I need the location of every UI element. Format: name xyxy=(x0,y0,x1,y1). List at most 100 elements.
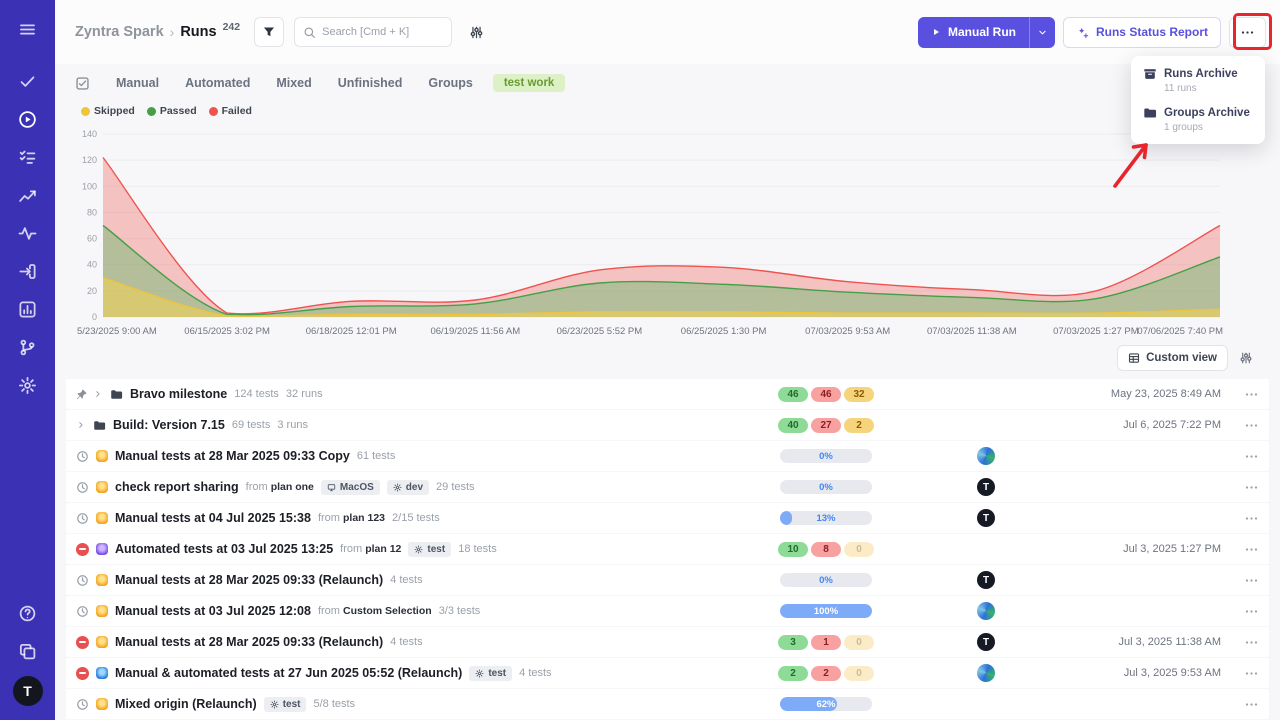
run-row[interactable]: Manual tests at 04 Jul 2025 15:38 from pl… xyxy=(66,503,1269,533)
tab-groups[interactable]: Groups xyxy=(428,76,473,90)
user-avatar[interactable]: T xyxy=(977,633,995,651)
row-menu-button[interactable] xyxy=(1229,418,1259,433)
top-bar: Zyntra Spark › Runs 242 Manual Run xyxy=(55,0,1280,64)
help-icon[interactable] xyxy=(10,596,46,630)
row-avatar-cell xyxy=(911,664,1061,682)
tab-manual[interactable]: Manual xyxy=(116,76,160,90)
row-title[interactable]: check report sharing xyxy=(115,480,239,494)
search-input[interactable] xyxy=(322,26,444,38)
expand-chevron-icon[interactable] xyxy=(76,420,86,430)
sign-in-icon[interactable] xyxy=(10,254,46,288)
tests-count: 5/8 tests xyxy=(313,698,356,710)
menu-item-groups-archive[interactable]: Groups Archive 1 groups xyxy=(1143,106,1253,133)
row-avatar-cell: T xyxy=(911,571,1061,589)
row-result: 0% xyxy=(741,449,911,463)
menu-item-runs-archive[interactable]: Runs Archive 11 runs xyxy=(1143,67,1253,94)
row-title[interactable]: Automated tests at 03 Jul 2025 13:25 xyxy=(115,542,334,556)
play-icon xyxy=(931,27,941,37)
row-menu-button[interactable] xyxy=(1229,542,1259,557)
list-check-icon[interactable] xyxy=(10,140,46,174)
breadcrumb: Zyntra Spark › Runs 242 xyxy=(75,21,240,40)
view-toolbar: Custom view xyxy=(55,340,1280,379)
row-title[interactable]: Bravo milestone xyxy=(130,387,228,401)
run-row[interactable]: check report sharing from plan one MacOS de… xyxy=(66,472,1269,502)
search-box[interactable] xyxy=(294,17,453,47)
play-circle-icon[interactable] xyxy=(10,102,46,136)
run-row[interactable]: Manual tests at 28 Mar 2025 09:33 (Relau… xyxy=(66,565,1269,595)
runs-status-report-button[interactable]: Runs Status Report xyxy=(1062,16,1221,48)
scheduled-status-icon xyxy=(76,605,89,618)
view-settings-button[interactable] xyxy=(1234,346,1258,370)
svg-text:06/15/2025 3:02 PM: 06/15/2025 3:02 PM xyxy=(184,326,270,337)
row-menu-button[interactable] xyxy=(1229,604,1259,619)
breadcrumb-separator: › xyxy=(169,24,175,40)
chart-icon[interactable] xyxy=(10,292,46,326)
tests-count: 2/15 tests xyxy=(392,512,440,524)
row-title[interactable]: Manual tests at 28 Mar 2025 09:33 (Relau… xyxy=(115,573,384,587)
row-menu-button[interactable] xyxy=(1229,449,1259,464)
user-avatar[interactable]: T xyxy=(977,571,995,589)
row-menu-button[interactable] xyxy=(1229,697,1259,712)
tab-automated[interactable]: Automated xyxy=(185,76,251,90)
scheduled-status-icon xyxy=(76,698,89,711)
user-avatar[interactable]: T xyxy=(977,509,995,527)
row-menu-button[interactable] xyxy=(1229,480,1259,495)
header-actions: Manual Run Runs Status Report xyxy=(917,16,1266,48)
tests-count: 18 tests xyxy=(458,543,497,555)
tag-filter-pill[interactable]: test work xyxy=(492,74,566,92)
trend-icon[interactable] xyxy=(10,178,46,212)
row-title[interactable]: Manual tests at 03 Jul 2025 12:08 xyxy=(115,604,311,618)
run-row[interactable]: Manual & automated tests at 27 Jun 2025 … xyxy=(66,658,1269,688)
breadcrumb-project[interactable]: Zyntra Spark xyxy=(75,24,164,40)
row-menu-button[interactable] xyxy=(1229,635,1259,650)
row-title[interactable]: Build: Version 7.15 xyxy=(113,418,225,432)
row-title[interactable]: Manual tests at 28 Mar 2025 09:33 Copy xyxy=(115,449,350,463)
custom-view-button[interactable]: Custom view xyxy=(1117,345,1228,371)
row-main: Bravo milestone 124 tests 32 runs xyxy=(76,387,741,401)
globe-avatar[interactable] xyxy=(977,602,995,620)
pulse-icon[interactable] xyxy=(10,216,46,250)
manual-origin-icon xyxy=(96,698,108,710)
check-icon[interactable] xyxy=(10,64,46,98)
tab-mixed[interactable]: Mixed xyxy=(276,76,312,90)
filter-button[interactable] xyxy=(254,17,285,47)
copy-icon[interactable] xyxy=(10,634,46,668)
group-row[interactable]: Bravo milestone 124 tests 32 runs 46 46 32 May… xyxy=(66,379,1269,409)
skipped-count-badge: 2 xyxy=(844,417,874,433)
globe-avatar[interactable] xyxy=(977,664,995,682)
run-row[interactable]: Manual tests at 28 Mar 2025 09:33 Copy 61… xyxy=(66,441,1269,471)
app-logo[interactable]: T xyxy=(12,676,43,706)
run-row[interactable]: Manual tests at 03 Jul 2025 12:08 from Cu… xyxy=(66,596,1269,626)
row-title[interactable]: Manual & automated tests at 27 Jun 2025 … xyxy=(115,666,463,680)
failed-count-badge: 1 xyxy=(811,634,841,650)
row-title[interactable]: Manual tests at 28 Mar 2025 09:33 (Relau… xyxy=(115,635,384,649)
expand-chevron-icon[interactable] xyxy=(93,389,103,399)
row-main: Manual & automated tests at 27 Jun 2025 … xyxy=(76,665,741,681)
run-row[interactable]: Automated tests at 03 Jul 2025 13:25 from… xyxy=(66,534,1269,564)
search-settings-button[interactable] xyxy=(462,18,490,46)
more-actions-button[interactable] xyxy=(1229,16,1266,48)
gear-icon xyxy=(393,482,402,492)
row-menu-button[interactable] xyxy=(1229,511,1259,526)
env-badge: test xyxy=(263,696,307,712)
row-title[interactable]: Manual tests at 04 Jul 2025 15:38 xyxy=(115,511,311,525)
user-avatar[interactable]: T xyxy=(977,478,995,496)
manual-run-dropdown-button[interactable] xyxy=(1028,16,1055,48)
passed-count-badge: 46 xyxy=(778,386,808,402)
globe-avatar[interactable] xyxy=(977,447,995,465)
svg-text:20: 20 xyxy=(87,286,97,296)
menu-icon[interactable] xyxy=(10,12,46,46)
row-menu-button[interactable] xyxy=(1229,666,1259,681)
branch-icon[interactable] xyxy=(10,330,46,364)
tab-unfinished[interactable]: Unfinished xyxy=(337,76,403,90)
run-row[interactable]: Manual tests at 28 Mar 2025 09:33 (Relau… xyxy=(66,627,1269,657)
svg-text:06/23/2025 5:52 PM: 06/23/2025 5:52 PM xyxy=(557,326,643,337)
row-menu-button[interactable] xyxy=(1229,387,1259,402)
gear-icon[interactable] xyxy=(10,368,46,402)
row-menu-button[interactable] xyxy=(1229,573,1259,588)
run-row[interactable]: Mixed origin (Relaunch) test 5/8 tests 62% xyxy=(66,689,1269,719)
row-title[interactable]: Mixed origin (Relaunch) xyxy=(115,697,257,711)
group-row[interactable]: Build: Version 7.15 69 tests 3 runs 40 27 2 Ju… xyxy=(66,410,1269,440)
manual-run-button[interactable]: Manual Run xyxy=(917,16,1029,48)
